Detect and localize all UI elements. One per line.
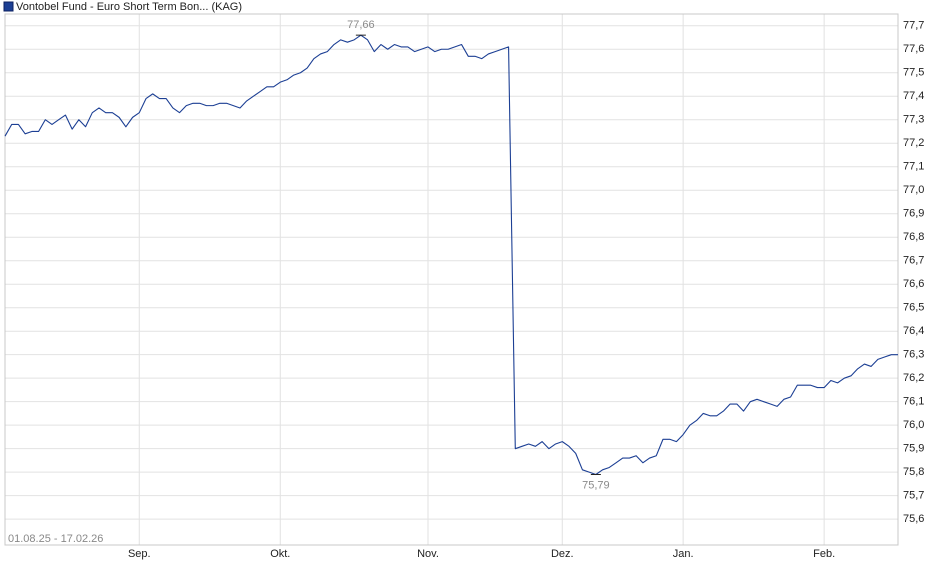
y-tick-label: 76,9 — [903, 208, 924, 220]
y-tick-label: 76,7 — [903, 255, 924, 267]
value-label: 75,79 — [582, 479, 610, 491]
y-tick-label: 77,6 — [903, 43, 924, 55]
y-tick-label: 76,6 — [903, 278, 924, 290]
legend-label: Vontobel Fund - Euro Short Term Bon... (… — [16, 1, 242, 13]
y-tick-label: 76,3 — [903, 349, 924, 361]
value-label: 77,66 — [347, 19, 375, 31]
y-tick-label: 77,3 — [903, 114, 924, 126]
y-tick-label: 77,7 — [903, 20, 924, 32]
x-tick-label: Jan. — [673, 548, 694, 560]
y-tick-label: 76,4 — [903, 325, 924, 337]
y-tick-label: 77,4 — [903, 90, 924, 102]
y-tick-label: 77,1 — [903, 161, 924, 173]
y-tick-label: 76,5 — [903, 302, 924, 314]
y-tick-label: 77,0 — [903, 184, 924, 196]
y-tick-label: 76,0 — [903, 419, 924, 431]
x-tick-label: Dez. — [551, 548, 574, 560]
x-tick-label: Feb. — [813, 548, 835, 560]
x-tick-label: Nov. — [417, 548, 439, 560]
price-line — [4, 34, 898, 476]
y-tick-label: 76,1 — [903, 396, 924, 408]
y-tick-label: 75,7 — [903, 490, 924, 502]
y-tick-label: 77,5 — [903, 67, 924, 79]
x-tick-label: Sep. — [128, 548, 151, 560]
legend-swatch — [3, 1, 14, 12]
date-range: 01.08.25 - 17.02.26 — [8, 533, 103, 545]
x-tick-label: Okt. — [270, 548, 290, 560]
y-tick-label: 75,8 — [903, 466, 924, 478]
y-tick-label: 76,8 — [903, 231, 924, 243]
y-tick-label: 75,9 — [903, 443, 924, 455]
y-tick-label: 77,2 — [903, 137, 924, 149]
plot-frame — [4, 13, 899, 546]
y-tick-label: 75,6 — [903, 513, 924, 525]
y-tick-label: 76,2 — [903, 372, 924, 384]
